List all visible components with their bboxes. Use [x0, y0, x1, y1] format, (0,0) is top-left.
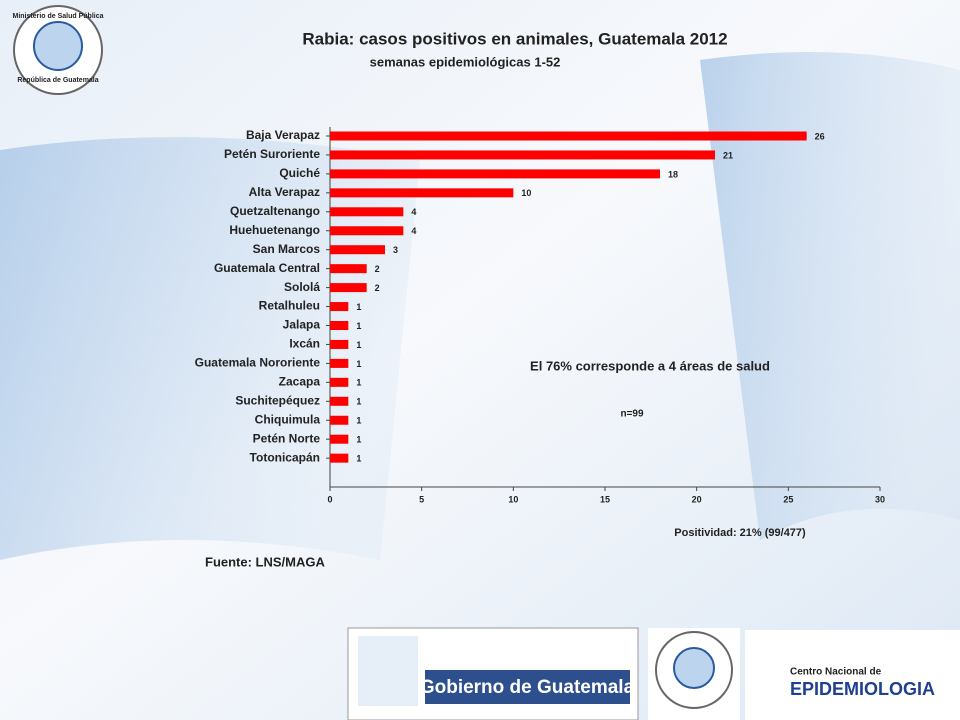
bar [330, 415, 349, 425]
bar [330, 302, 349, 312]
x-tick-label: 30 [875, 494, 885, 504]
logo-text: República de Guatemala [17, 77, 98, 84]
annotation: Positividad: 21% (99/477) [674, 527, 806, 539]
data-label: 4 [411, 207, 416, 217]
flag-stripe [0, 137, 420, 560]
chart-title: Rabia: casos positivos en animales, Guat… [302, 29, 727, 48]
data-label: 1 [356, 397, 361, 407]
y-tick-label: Jalapa [283, 318, 321, 332]
bar [330, 150, 715, 160]
bar [330, 396, 349, 406]
logo-text: EPIDEMIOLOGIA [790, 679, 935, 699]
y-tick-label: Baja Verapaz [246, 128, 320, 142]
bar [330, 321, 349, 330]
y-tick-label: Petén Suroriente [224, 147, 320, 161]
y-tick-label: Suchitepéquez [235, 393, 320, 407]
data-label: 18 [668, 169, 678, 179]
logo-text: Centro Nacional de [790, 667, 882, 678]
annotation: El 76% corresponde a 4 áreas de salud [530, 358, 770, 373]
x-tick-label: 20 [692, 494, 702, 504]
data-label: 2 [375, 264, 380, 274]
bar [330, 453, 349, 463]
ministry-logo: República de Guatemala Ministerio de Sal… [12, 5, 104, 95]
annotation: Fuente: LNS/MAGA [205, 554, 325, 569]
data-label: 1 [356, 340, 361, 350]
flag-stripe [700, 52, 960, 540]
bar [330, 188, 514, 198]
bar [330, 377, 349, 387]
y-tick-label: Quetzaltenango [230, 204, 320, 218]
bar [330, 283, 367, 293]
data-label: 1 [356, 321, 361, 331]
y-tick-label: Zacapa [279, 375, 321, 389]
bar [330, 434, 349, 444]
bar [330, 131, 807, 141]
y-tick-label: Totonicapán [250, 450, 320, 464]
bar [330, 169, 660, 179]
data-label: 1 [356, 378, 361, 388]
bar [330, 358, 349, 368]
y-tick-label: Guatemala Central [214, 261, 320, 275]
annotation: n=99 [620, 409, 644, 420]
data-label: 1 [356, 416, 361, 426]
bar [330, 339, 349, 349]
data-label: 2 [375, 283, 380, 293]
data-label: 10 [521, 188, 531, 198]
x-tick-label: 25 [783, 494, 793, 504]
y-tick-label: Ixcán [289, 337, 320, 351]
chart-subtitle: semanas epidemiológicas 1-52 [370, 54, 561, 69]
data-label: 1 [356, 454, 361, 464]
logo-text: Gobierno de Guatemala [420, 677, 635, 698]
data-label: 1 [356, 359, 361, 369]
y-tick-label: Alta Verapaz [249, 185, 320, 199]
footer-logos: Gobierno de Guatemala Centro Nacional de… [347, 627, 960, 720]
x-tick-label: 15 [600, 494, 610, 504]
x-tick-label: 0 [327, 494, 332, 504]
data-label: 3 [393, 245, 398, 255]
logo-text: Ministerio de Salud Pública [12, 13, 103, 20]
bar [330, 226, 404, 236]
y-tick-label: Huehuetenango [229, 223, 320, 237]
bar [330, 245, 385, 255]
y-tick-label: Chiquimula [255, 412, 321, 426]
bar [330, 264, 367, 274]
data-label: 26 [815, 131, 825, 141]
y-tick-label: Quiché [279, 166, 320, 180]
x-tick-label: 5 [419, 494, 424, 504]
y-tick-label: San Marcos [253, 242, 321, 256]
x-tick-label: 10 [508, 494, 518, 504]
bar [330, 207, 404, 217]
y-tick-label: Sololá [284, 280, 320, 294]
data-label: 1 [356, 302, 361, 312]
data-label: 21 [723, 150, 733, 160]
y-tick-label: Retalhuleu [259, 299, 320, 313]
y-tick-label: Guatemala Nororiente [195, 356, 321, 370]
y-tick-label: Petén Norte [253, 431, 321, 445]
data-label: 4 [411, 226, 416, 236]
data-label: 1 [356, 435, 361, 445]
